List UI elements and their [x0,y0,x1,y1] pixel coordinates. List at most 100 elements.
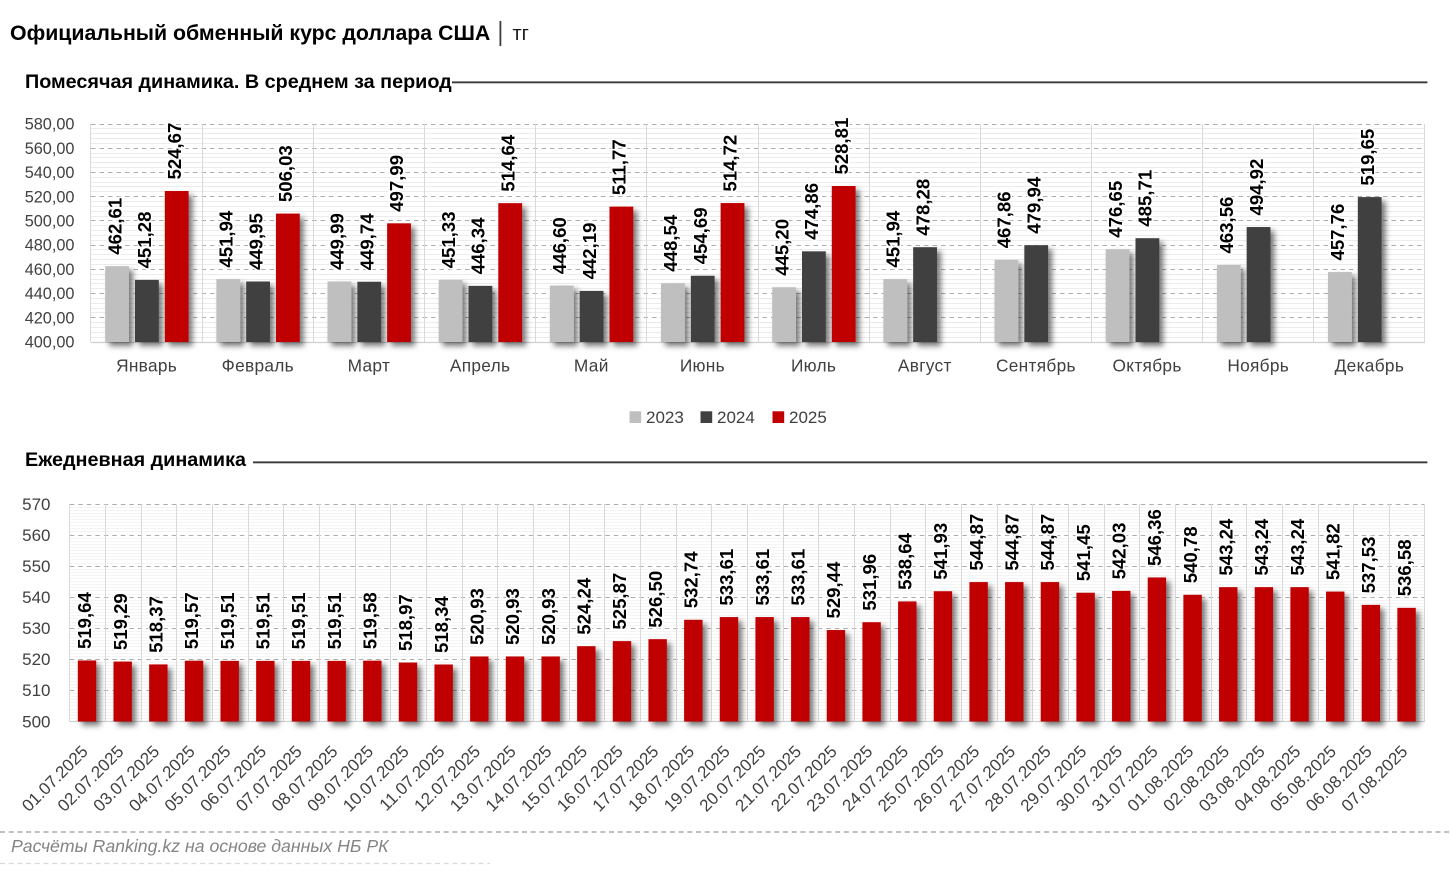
svg-text:451,33: 451,33 [438,211,459,268]
svg-text:462,61: 462,61 [104,198,125,255]
svg-text:485,71: 485,71 [1135,170,1156,227]
svg-text:526,50: 526,50 [645,571,666,628]
svg-text:445,20: 445,20 [771,219,792,276]
svg-text:451,28: 451,28 [134,212,155,269]
svg-text:2023: 2023 [646,408,684,427]
svg-text:451,94: 451,94 [216,210,237,268]
svg-text:467,86: 467,86 [994,191,1015,248]
svg-text:519,51: 519,51 [253,593,274,650]
svg-text:525,87: 525,87 [609,573,630,630]
svg-text:514,72: 514,72 [720,135,741,192]
svg-text:520: 520 [22,650,50,669]
svg-text:544,87: 544,87 [1002,514,1023,571]
svg-text:506,03: 506,03 [275,145,296,202]
svg-text:Июнь: Июнь [680,356,725,376]
svg-text:540: 540 [22,588,50,607]
svg-text:Декабрь: Декабрь [1335,356,1404,376]
svg-text:543,24: 543,24 [1287,518,1308,576]
svg-text:540,00: 540,00 [25,164,75,182]
svg-text:446,34: 446,34 [468,217,489,275]
svg-text:479,94: 479,94 [1023,176,1044,234]
svg-text:Расчёты Ranking.kz на основе д: Расчёты Ranking.kz на основе данных НБ Р… [11,836,390,856]
svg-text:541,82: 541,82 [1322,523,1343,580]
svg-text:520,00: 520,00 [25,188,75,206]
svg-text:524,67: 524,67 [164,123,185,180]
svg-text:454,69: 454,69 [690,207,711,264]
svg-text:520,93: 520,93 [467,588,488,645]
svg-text:531,96: 531,96 [859,554,880,611]
svg-text:449,74: 449,74 [356,213,377,271]
svg-text:Ежедневная динамика: Ежедневная динамика [25,449,247,471]
svg-text:538,64: 538,64 [895,532,916,590]
svg-text:420,00: 420,00 [25,309,75,327]
svg-text:518,37: 518,37 [146,596,167,653]
svg-text:Январь: Январь [116,356,177,376]
svg-text:519,64: 519,64 [74,591,95,649]
svg-text:448,54: 448,54 [660,214,681,272]
svg-text:532,74: 532,74 [681,551,702,609]
svg-text:510: 510 [22,681,50,700]
svg-text:544,87: 544,87 [966,514,987,571]
svg-text:543,24: 543,24 [1251,518,1272,576]
svg-text:Февраль: Февраль [222,356,294,376]
svg-text:Май: Май [574,356,609,376]
svg-text:Сентябрь: Сентябрь [996,356,1076,376]
svg-text:478,28: 478,28 [912,179,933,236]
svg-text:520,93: 520,93 [538,588,559,645]
svg-text:460,00: 460,00 [25,261,75,279]
svg-text:541,45: 541,45 [1073,524,1094,581]
svg-text:580,00: 580,00 [25,116,75,134]
svg-text:528,81: 528,81 [831,118,852,175]
svg-text:560,00: 560,00 [25,140,75,158]
svg-text:511,77: 511,77 [609,139,630,195]
svg-text:518,97: 518,97 [395,594,416,651]
svg-text:519,51: 519,51 [217,593,238,650]
svg-text:529,44: 529,44 [823,561,844,619]
svg-text:451,94: 451,94 [883,210,904,268]
svg-text:519,51: 519,51 [324,593,345,650]
svg-text:449,99: 449,99 [327,213,348,270]
svg-text:Официальный обменный курс долл: Официальный обменный курс доллара США [10,21,490,45]
svg-text:500,00: 500,00 [25,213,75,231]
svg-text:тг: тг [513,23,529,45]
svg-text:546,36: 546,36 [1144,509,1165,566]
svg-text:570: 570 [22,495,50,514]
svg-text:550: 550 [22,557,50,576]
svg-text:518,34: 518,34 [431,595,452,653]
svg-text:Октябрь: Октябрь [1113,356,1182,376]
svg-text:500: 500 [22,712,50,731]
svg-text:519,51: 519,51 [288,593,309,650]
svg-text:Помесячая динамика. В среднем: Помесячая динамика. В среднем за период [25,71,452,93]
svg-text:533,61: 533,61 [752,549,773,606]
svg-text:446,60: 446,60 [549,217,570,274]
svg-text:519,29: 519,29 [110,593,131,650]
svg-text:2025: 2025 [789,408,827,427]
svg-text:457,76: 457,76 [1327,204,1348,261]
svg-text:519,65: 519,65 [1357,129,1378,186]
svg-text:533,61: 533,61 [716,549,737,606]
svg-text:519,58: 519,58 [360,592,381,649]
svg-text:Ноябрь: Ноябрь [1227,356,1289,376]
svg-text:537,53: 537,53 [1358,537,1379,594]
svg-text:540,78: 540,78 [1180,526,1201,583]
svg-text:533,61: 533,61 [788,549,809,606]
svg-text:Март: Март [348,356,391,376]
svg-text:Июль: Июль [791,356,836,376]
svg-text:541,93: 541,93 [930,523,951,580]
svg-text:520,93: 520,93 [502,588,523,645]
svg-text:440,00: 440,00 [25,285,75,303]
svg-text:497,99: 497,99 [386,155,407,212]
svg-text:514,64: 514,64 [497,134,518,192]
svg-text:476,65: 476,65 [1105,181,1126,238]
svg-text:519,57: 519,57 [181,592,202,649]
svg-text:449,95: 449,95 [245,213,266,270]
svg-text:543,24: 543,24 [1216,518,1237,576]
svg-text:Апрель: Апрель [450,356,510,376]
svg-text:442,19: 442,19 [579,223,600,280]
svg-text:530: 530 [22,619,50,638]
svg-text:524,24: 524,24 [574,577,595,635]
svg-text:494,92: 494,92 [1246,159,1267,216]
svg-text:480,00: 480,00 [25,237,75,255]
svg-text:400,00: 400,00 [25,334,75,352]
svg-text:2024: 2024 [717,408,755,427]
